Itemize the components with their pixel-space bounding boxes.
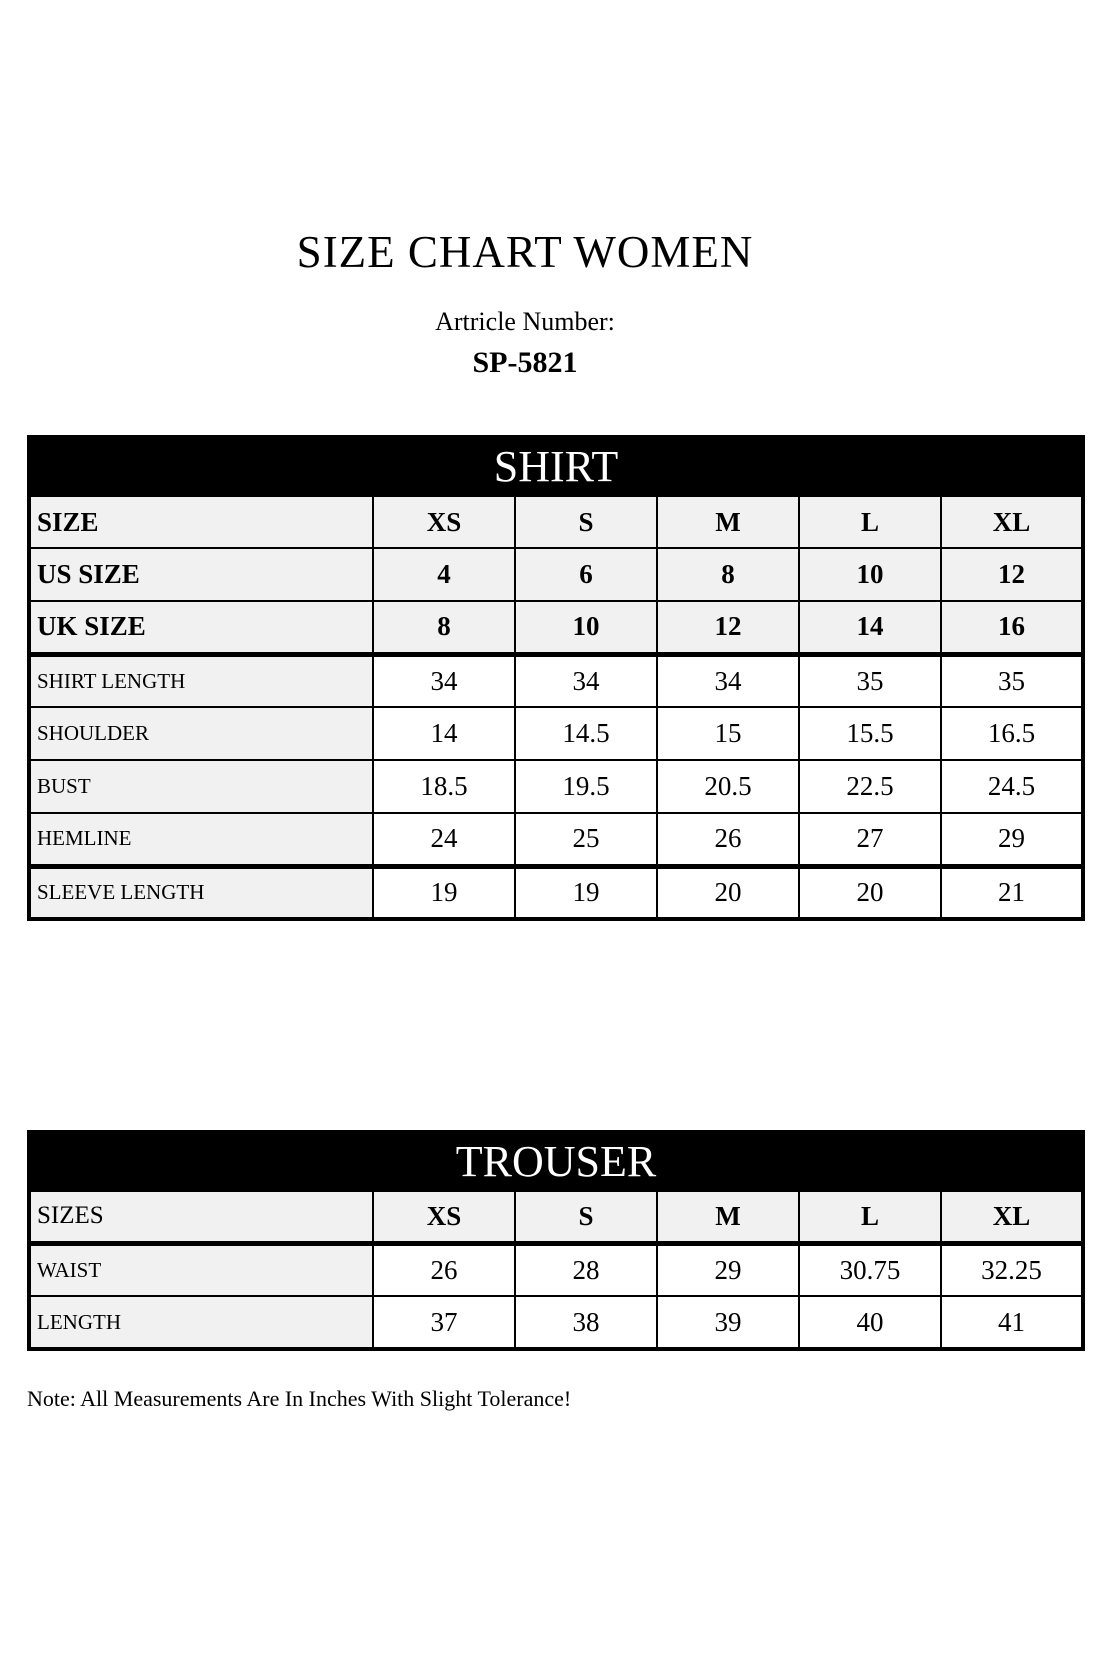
- value-cell: 32.25: [939, 1242, 1085, 1297]
- shirt-uk-size-row: UK SIZE 8 10 12 14 16: [28, 600, 1085, 657]
- value-cell: 35: [798, 653, 942, 708]
- value-cell: 12: [656, 600, 800, 657]
- shirt-table-title: SHIRT: [26, 435, 1086, 497]
- article-number-value: SP-5821: [472, 346, 578, 379]
- trouser-table-title: TROUSER: [26, 1130, 1086, 1192]
- value-cell: 19: [514, 865, 658, 920]
- value-cell: 20: [656, 865, 800, 920]
- value-cell: 34: [656, 653, 800, 708]
- row-label: SLEEVE LENGTH: [28, 865, 374, 920]
- row-label: US SIZE: [28, 547, 374, 602]
- measurements-note: Note: All Measurements Are In Inches Wit…: [27, 1386, 572, 1411]
- value-cell: 18.5: [372, 759, 516, 814]
- sleeve-length-row: SLEEVE LENGTH 19 19 20 20 21: [28, 865, 1085, 920]
- value-cell: 37: [372, 1295, 516, 1350]
- value-cell: 39: [656, 1295, 800, 1350]
- shirt-banner-row: SHIRT: [26, 435, 1086, 497]
- value-cell: 26: [656, 812, 800, 869]
- row-label: SIZE: [28, 494, 374, 549]
- value-cell: 14.5: [514, 706, 658, 761]
- value-cell: 15.5: [798, 706, 942, 761]
- trouser-banner-row: TROUSER: [26, 1130, 1086, 1192]
- shirt-length-row: SHIRT LENGTH 34 34 34 35 35: [28, 653, 1085, 708]
- bust-row: BUST 18.5 19.5 20.5 22.5 24.5: [28, 759, 1085, 814]
- shoulder-row: SHOULDER 14 14.5 15 15.5 16.5: [28, 706, 1085, 761]
- article-number-label: Artricle Number:: [435, 307, 615, 336]
- value-cell: 38: [514, 1295, 658, 1350]
- value-cell: S: [514, 494, 658, 549]
- shirt-size-row: SIZE XS S M L XL: [28, 494, 1085, 549]
- value-cell: 34: [514, 653, 658, 708]
- value-cell: 4: [372, 547, 516, 602]
- value-cell: S: [514, 1189, 658, 1246]
- value-cell: 34: [372, 653, 516, 708]
- row-label: UK SIZE: [28, 600, 374, 657]
- value-cell: M: [656, 1189, 800, 1246]
- value-cell: 29: [656, 1242, 800, 1297]
- row-label: SHOULDER: [28, 706, 374, 761]
- value-cell: 15: [656, 706, 800, 761]
- value-cell: L: [798, 1189, 942, 1246]
- value-cell: 10: [514, 600, 658, 657]
- value-cell: XS: [372, 494, 516, 549]
- waist-row: WAIST 26 28 29 30.75 32.25: [28, 1242, 1085, 1297]
- row-label: WAIST: [28, 1242, 374, 1297]
- value-cell: 8: [656, 547, 800, 602]
- row-label: BUST: [28, 759, 374, 814]
- shirt-us-size-row: US SIZE 4 6 8 10 12: [28, 547, 1085, 602]
- value-cell: 21: [939, 865, 1085, 920]
- value-cell: 12: [939, 547, 1085, 602]
- value-cell: 16: [939, 600, 1085, 657]
- hemline-row: HEMLINE 24 25 26 27 29: [28, 812, 1085, 869]
- row-label: HEMLINE: [28, 812, 374, 869]
- value-cell: 26: [372, 1242, 516, 1297]
- trouser-sizes-row: SIZES XS S M L XL: [28, 1189, 1085, 1246]
- value-cell: XL: [939, 1189, 1085, 1246]
- value-cell: 8: [372, 600, 516, 657]
- page-title: SIZE CHART WOMEN: [296, 227, 754, 277]
- value-cell: 29: [939, 812, 1085, 869]
- row-label: LENGTH: [28, 1295, 374, 1350]
- value-cell: 10: [798, 547, 942, 602]
- row-label: SIZES: [28, 1189, 374, 1246]
- value-cell: 14: [372, 706, 516, 761]
- value-cell: 40: [798, 1295, 942, 1350]
- value-cell: 27: [798, 812, 942, 869]
- shirt-size-table: SHIRT SIZE XS S M L XL US SIZE 4 6 8 10 …: [26, 435, 1086, 921]
- trouser-size-table: TROUSER SIZES XS S M L XL WAIST 26 28 29…: [26, 1130, 1086, 1351]
- value-cell: 24: [372, 812, 516, 869]
- value-cell: 16.5: [939, 706, 1085, 761]
- value-cell: 25: [514, 812, 658, 869]
- value-cell: XS: [372, 1189, 516, 1246]
- value-cell: L: [798, 494, 942, 549]
- row-label: SHIRT LENGTH: [28, 653, 374, 708]
- value-cell: 20: [798, 865, 942, 920]
- value-cell: XL: [939, 494, 1085, 549]
- value-cell: 41: [939, 1295, 1085, 1350]
- value-cell: 28: [514, 1242, 658, 1297]
- value-cell: 24.5: [939, 759, 1085, 814]
- length-row: LENGTH 37 38 39 40 41: [28, 1295, 1085, 1350]
- value-cell: 19: [372, 865, 516, 920]
- value-cell: 14: [798, 600, 942, 657]
- value-cell: 6: [514, 547, 658, 602]
- value-cell: 22.5: [798, 759, 942, 814]
- value-cell: 19.5: [514, 759, 658, 814]
- value-cell: M: [656, 494, 800, 549]
- value-cell: 20.5: [656, 759, 800, 814]
- value-cell: 30.75: [798, 1242, 942, 1297]
- value-cell: 35: [939, 653, 1085, 708]
